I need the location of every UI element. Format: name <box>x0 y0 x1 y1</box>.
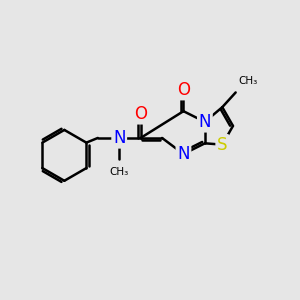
Text: N: N <box>177 145 190 163</box>
Text: O: O <box>134 105 147 123</box>
Text: N: N <box>199 113 211 131</box>
Text: S: S <box>217 136 227 154</box>
Text: N: N <box>113 129 125 147</box>
Text: O: O <box>177 81 190 99</box>
Text: CH₃: CH₃ <box>110 167 129 177</box>
Text: CH₃: CH₃ <box>238 76 258 86</box>
